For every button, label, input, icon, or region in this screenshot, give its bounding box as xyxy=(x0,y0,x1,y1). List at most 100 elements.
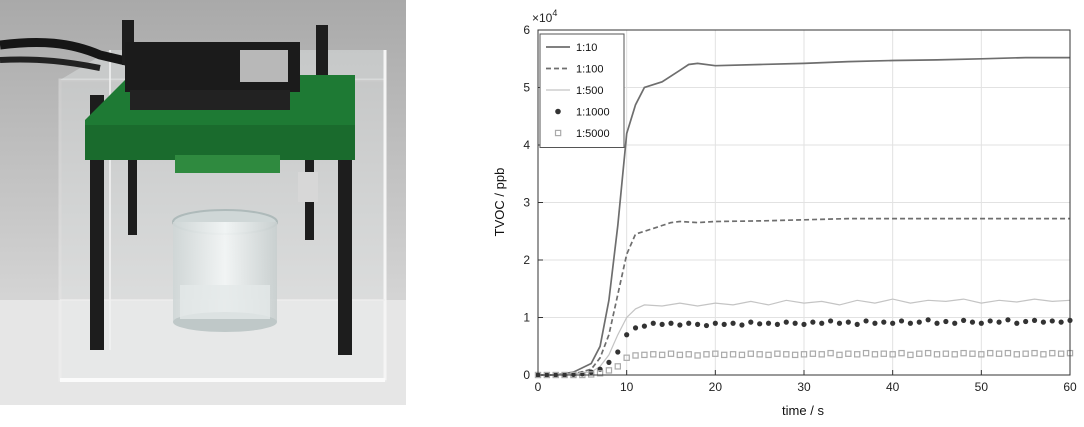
data-point xyxy=(960,349,967,357)
data-point xyxy=(862,349,870,357)
legend-marker xyxy=(554,129,562,137)
data-point xyxy=(570,371,577,378)
data-point xyxy=(792,320,798,326)
data-point xyxy=(845,319,851,325)
chart-ticks: 0 10 20 30 40 50 60 0 1 2 3 4 5 6 xyxy=(523,23,1077,394)
data-point xyxy=(615,349,621,355)
data-point xyxy=(872,320,878,326)
data-point xyxy=(587,371,595,378)
data-point xyxy=(756,351,763,358)
data-point xyxy=(889,351,896,358)
data-point xyxy=(828,318,834,324)
data-point xyxy=(943,318,949,325)
data-point xyxy=(686,320,692,326)
data-point xyxy=(791,351,799,359)
y-axis-label: TVOC / ppb xyxy=(492,168,507,237)
data-point xyxy=(933,351,941,358)
series-line xyxy=(538,217,1070,376)
data-point xyxy=(898,349,905,357)
data-point xyxy=(801,321,807,327)
y-tick-label: 4 xyxy=(523,138,530,152)
data-point xyxy=(1014,320,1020,326)
y-exponent-label: ×104 xyxy=(532,8,557,25)
data-point xyxy=(916,350,923,357)
data-point xyxy=(1031,317,1038,323)
data-point xyxy=(924,349,932,357)
x-tick-label: 10 xyxy=(620,380,634,394)
series-1 xyxy=(538,56,1070,376)
data-point xyxy=(695,321,701,327)
data-point xyxy=(1022,350,1029,357)
data-point xyxy=(961,317,967,323)
data-point xyxy=(703,351,710,358)
data-point xyxy=(1023,318,1029,325)
data-point xyxy=(677,322,683,328)
usb-cable-icon xyxy=(0,38,132,67)
glass-jar-icon xyxy=(172,209,278,332)
data-point xyxy=(1040,319,1046,325)
x-tick-label: 0 xyxy=(535,380,542,394)
legend-entry: 1:5000 xyxy=(576,128,610,140)
data-point xyxy=(721,351,728,359)
legend-entry: 1:500 xyxy=(576,85,604,97)
y-tick-label: 0 xyxy=(523,368,530,382)
data-point xyxy=(836,320,843,326)
data-point xyxy=(845,350,852,357)
data-point xyxy=(880,350,888,357)
data-point xyxy=(624,332,630,338)
data-point xyxy=(907,320,913,326)
data-point xyxy=(774,350,781,357)
data-point xyxy=(898,318,905,324)
legend-entry: 1:10 xyxy=(576,42,597,54)
data-point xyxy=(748,319,754,325)
data-point xyxy=(676,351,684,359)
data-point xyxy=(969,350,976,357)
data-point xyxy=(632,325,639,331)
x-tick-label: 30 xyxy=(797,380,811,394)
data-point xyxy=(1049,349,1056,357)
data-point xyxy=(650,320,656,326)
data-point xyxy=(703,322,710,329)
data-point xyxy=(641,351,648,359)
series-3 xyxy=(538,298,1071,376)
data-point xyxy=(694,352,701,359)
sensor-board-icon xyxy=(85,42,355,202)
data-point xyxy=(685,351,692,358)
data-point xyxy=(1005,317,1011,323)
data-point xyxy=(978,320,984,326)
data-point xyxy=(774,321,780,327)
x-tick-label: 40 xyxy=(886,380,900,394)
data-point xyxy=(1057,350,1065,357)
data-point xyxy=(925,317,931,323)
data-point xyxy=(987,318,993,324)
data-point xyxy=(978,351,985,358)
data-point xyxy=(765,351,772,359)
series-2 xyxy=(538,217,1070,376)
data-point xyxy=(810,319,816,325)
data-point xyxy=(623,354,630,361)
data-point xyxy=(996,319,1002,325)
y-tick-label: 1 xyxy=(523,311,530,325)
data-point xyxy=(863,318,869,324)
data-point xyxy=(809,350,817,357)
data-point xyxy=(614,363,621,370)
data-point xyxy=(659,321,665,327)
data-point xyxy=(596,370,604,377)
chart-series xyxy=(534,56,1074,379)
data-point xyxy=(658,351,666,359)
legend-entry: 1:100 xyxy=(576,64,604,76)
data-point xyxy=(650,351,657,358)
data-point xyxy=(854,351,861,358)
data-point xyxy=(854,321,860,327)
legend-entry: 1:1000 xyxy=(576,107,610,119)
data-point xyxy=(995,350,1003,357)
data-point xyxy=(738,351,746,359)
y-tick-label: 3 xyxy=(523,196,530,210)
y-tick-label: 2 xyxy=(523,253,530,267)
data-point xyxy=(747,350,755,357)
chart-legend: 1:10 1:100 1:500 1:1000 1:5000 xyxy=(539,33,625,148)
x-tick-label: 50 xyxy=(975,380,989,394)
data-point xyxy=(739,322,745,328)
x-tick-label: 20 xyxy=(709,380,723,394)
data-point xyxy=(712,350,719,357)
